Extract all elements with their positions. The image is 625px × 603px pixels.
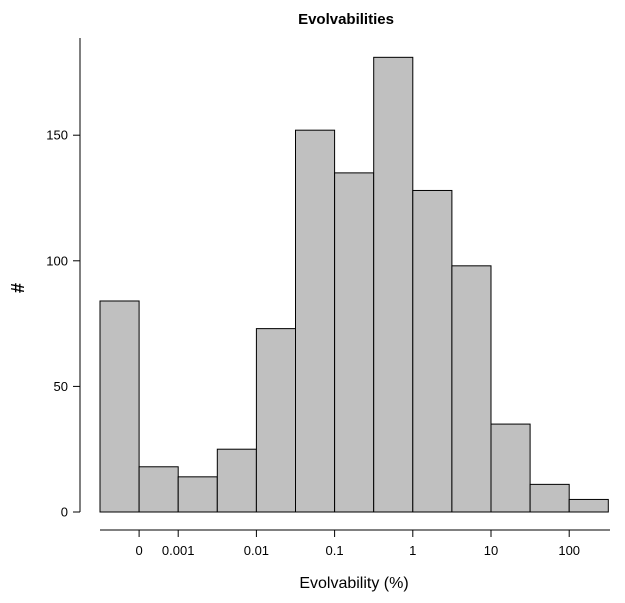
x-tick-label: 10 bbox=[484, 543, 498, 558]
histogram-bar bbox=[216, 448, 257, 513]
histogram-bar bbox=[177, 476, 218, 513]
y-tick-label: 100 bbox=[46, 253, 68, 268]
y-axis: 0 50 100 150 bbox=[46, 38, 81, 520]
x-tick-label: 0 bbox=[135, 543, 142, 558]
x-tick-label: 100 bbox=[558, 543, 580, 558]
histogram-bar bbox=[138, 466, 179, 513]
histogram-bar bbox=[255, 328, 296, 513]
histogram-bar bbox=[334, 172, 375, 513]
y-tick-label: 150 bbox=[46, 128, 68, 143]
x-tick-label: 0.01 bbox=[244, 543, 269, 558]
x-axis-label: Evolvability (%) bbox=[299, 575, 408, 592]
chart-title: Evolvabilities bbox=[298, 11, 394, 28]
y-tick-label: 0 bbox=[61, 505, 68, 520]
histogram-bar bbox=[529, 483, 570, 513]
histogram-bar bbox=[373, 56, 414, 513]
x-tick-label: 0.001 bbox=[162, 543, 195, 558]
y-tick-label: 50 bbox=[54, 379, 68, 394]
histogram-bar bbox=[568, 498, 609, 513]
histogram-bar bbox=[451, 265, 492, 513]
y-axis-label: # bbox=[8, 283, 28, 293]
histogram-bar bbox=[99, 300, 140, 513]
histogram-bar bbox=[295, 129, 336, 513]
x-axis: 0 0.001 0.01 0.1 1 10 100 bbox=[100, 529, 610, 558]
x-tick-label: 0.1 bbox=[326, 543, 344, 558]
bars-group bbox=[99, 56, 609, 513]
histogram-bar bbox=[490, 423, 531, 513]
histogram-bar bbox=[412, 189, 453, 513]
x-tick-label: 1 bbox=[409, 543, 416, 558]
